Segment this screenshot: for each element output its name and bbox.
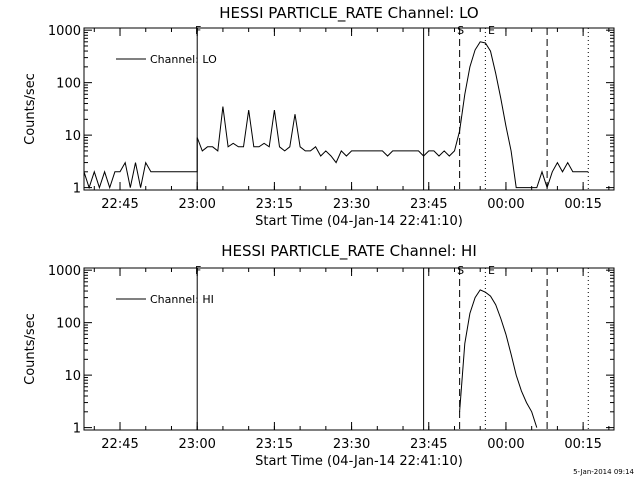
- legend-label: Channel: LO: [150, 53, 217, 66]
- x-tick-label: 00:00: [487, 197, 524, 212]
- x-axis-label: Start Time (04-Jan-14 22:41:10): [255, 454, 463, 469]
- y-tick-label: 1000: [48, 264, 81, 279]
- generation-timestamp: 5-Jan-2014 09:14: [573, 468, 634, 476]
- x-tick-label: 23:15: [256, 197, 293, 212]
- series-line: [83, 41, 589, 190]
- chart-title: HESSI PARTICLE_RATE Channel: HI: [221, 242, 477, 261]
- x-tick-label: 23:00: [178, 197, 215, 212]
- y-axis-label: Counts/sec: [23, 73, 38, 145]
- y-tick-label: 10: [64, 129, 81, 144]
- y-tick-label: 1: [73, 182, 81, 197]
- plot-frame: [83, 267, 615, 431]
- x-tick-label: 23:45: [410, 437, 447, 452]
- y-tick-label: 100: [56, 77, 81, 92]
- y-tick-label: 100: [56, 317, 81, 332]
- y-tick-label: 10: [64, 369, 81, 384]
- y-axis-label: Counts/sec: [23, 313, 38, 385]
- event-marker-label: E: [488, 24, 495, 37]
- event-marker-label: S: [457, 24, 464, 37]
- event-marker-label: S: [457, 264, 464, 277]
- chart-panel-hi: HESSI PARTICLE_RATE Channel: HI 1 10 100 100…: [23, 242, 615, 469]
- series-line: [459, 289, 538, 428]
- x-tick-label: 23:30: [333, 197, 370, 212]
- y-tick-label: 1: [73, 422, 81, 437]
- x-axis-label: Start Time (04-Jan-14 22:41:10): [255, 214, 463, 229]
- x-tick-label: 22:45: [101, 437, 138, 452]
- x-tick-label: 00:15: [564, 437, 601, 452]
- x-tick-label: 00:00: [487, 437, 524, 452]
- x-tick-label: 23:00: [178, 437, 215, 452]
- plot-frame: [83, 27, 615, 191]
- event-marker-label: F: [195, 24, 201, 37]
- x-tick-label: 23:45: [410, 197, 447, 212]
- x-tick-label: 23:15: [256, 437, 293, 452]
- x-tick-label: 23:30: [333, 437, 370, 452]
- chart-panel-lo: HESSI PARTICLE_RATE Channel: LO 1 10 100 100…: [23, 4, 615, 229]
- legend-label: Channel: HI: [150, 293, 214, 306]
- x-tick-label: 00:15: [564, 197, 601, 212]
- chart-title: HESSI PARTICLE_RATE Channel: LO: [219, 4, 478, 23]
- event-marker-label: E: [488, 264, 495, 277]
- event-marker-label: F: [195, 264, 201, 277]
- x-tick-label: 22:45: [101, 197, 138, 212]
- y-tick-label: 1000: [48, 24, 81, 39]
